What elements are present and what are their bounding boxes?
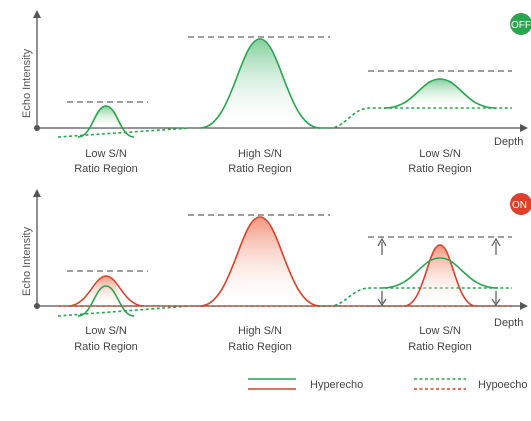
hyperecho-peak-red [403, 244, 477, 307]
region-label-line2: Ratio Region [74, 163, 138, 175]
legend-hyperecho-label: Hyperecho [310, 379, 363, 391]
y-axis-label: Echo Intensity [21, 48, 33, 118]
hyperecho-peak [383, 78, 497, 109]
hypoecho-curve [318, 287, 512, 307]
x-axis-label: Depth [494, 136, 523, 148]
axis-origin [34, 303, 40, 309]
region-label-line1: Low S/N [85, 325, 127, 337]
x-axis-arrow [520, 302, 528, 310]
hypoecho-curve [318, 107, 512, 129]
x-axis-arrow [520, 124, 528, 132]
hyperecho-peak [199, 38, 321, 129]
status-badge-label: ON [512, 200, 527, 211]
status-badge-off [510, 13, 531, 35]
hyperecho-peak [77, 105, 135, 138]
region-label-line2: Ratio Region [408, 163, 472, 175]
hyperecho-peak-fill [384, 79, 496, 108]
hypoecho-curve [57, 127, 191, 138]
hyperecho-peak-fill [80, 106, 132, 128]
hyperecho-peak-green [381, 257, 499, 289]
axis-origin [34, 125, 40, 131]
x-axis-label: Depth [494, 317, 523, 329]
region-label-line2: Ratio Region [408, 341, 472, 353]
legend-hypoecho-label: Hypoecho [478, 379, 528, 391]
region-label-line2: Ratio Region [228, 341, 292, 353]
arrow-up-icon [377, 237, 387, 255]
region-label-line1: High S/N [238, 148, 282, 160]
status-badge-label: OFF [511, 20, 531, 31]
region-label-line1: Low S/N [419, 148, 461, 160]
region-label-line1: Low S/N [419, 325, 461, 337]
hyperecho-peak-fill [200, 217, 320, 306]
region-label-line1: High S/N [238, 325, 282, 337]
legend: Hyperecho Hypoecho [248, 378, 528, 391]
arrow-down-icon [377, 291, 387, 307]
hyperecho-peak-fill [200, 39, 320, 128]
region-label-line2: Ratio Region [228, 163, 292, 175]
y-axis-label: Echo Intensity [21, 226, 33, 296]
hyperecho-peak-green [77, 285, 135, 317]
y-axis-arrow [33, 10, 41, 18]
hyperecho-peak-fill [410, 245, 470, 306]
y-axis-arrow [33, 189, 41, 197]
panel-off: Echo Intensity Depth OFF Low S/N Ratio R… [21, 10, 531, 175]
arrow-up-icon [491, 237, 501, 255]
hyperecho-peak-red [199, 216, 321, 307]
status-badge-on [510, 193, 531, 215]
region-label-line2: Ratio Region [74, 341, 138, 353]
arrow-down-icon [491, 291, 501, 307]
region-label-line1: Low S/N [85, 148, 127, 160]
panel-on: Echo Intensity Depth ON [21, 189, 531, 353]
hyperecho-peak-fill [78, 276, 134, 306]
hyperecho-peak-red [67, 275, 145, 307]
